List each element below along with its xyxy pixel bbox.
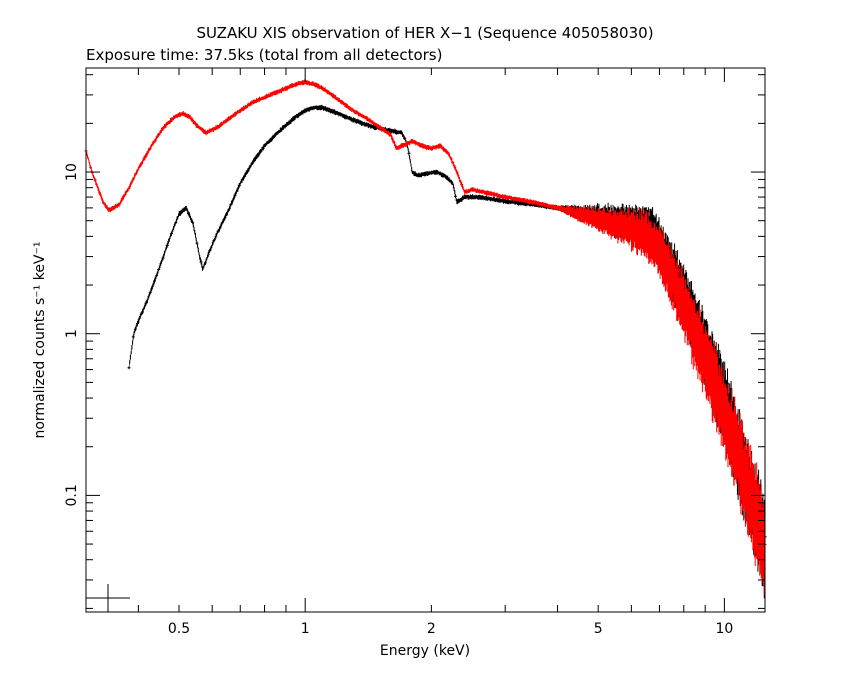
x-tick-label: 10 (715, 621, 733, 637)
x-tick-label: 1 (301, 621, 310, 637)
x-axis-label: Energy (keV) (380, 643, 470, 659)
error-bar-marker (86, 584, 130, 612)
y-tick-labels: 0.1 1 10 (64, 163, 80, 506)
chart-subtitle: Exposure time: 37.5ks (total from all de… (86, 46, 442, 64)
x-tick-label: 0.5 (168, 621, 190, 637)
x-tick-label: 5 (594, 621, 603, 637)
y-tick-label: 1 (64, 329, 80, 338)
chart-title: SUZAKU XIS observation of HER X−1 (Seque… (196, 24, 653, 42)
x-tick-labels: 0.5 1 2 5 10 (168, 621, 733, 637)
x-tick-label: 2 (427, 621, 436, 637)
y-tick-label: 10 (64, 163, 80, 181)
ticks-layer (85, 68, 765, 612)
plot-frame (85, 67, 766, 613)
y-axis-label: normalized counts s⁻¹ keV⁻¹ (32, 241, 48, 438)
y-tick-label: 0.1 (64, 484, 80, 506)
